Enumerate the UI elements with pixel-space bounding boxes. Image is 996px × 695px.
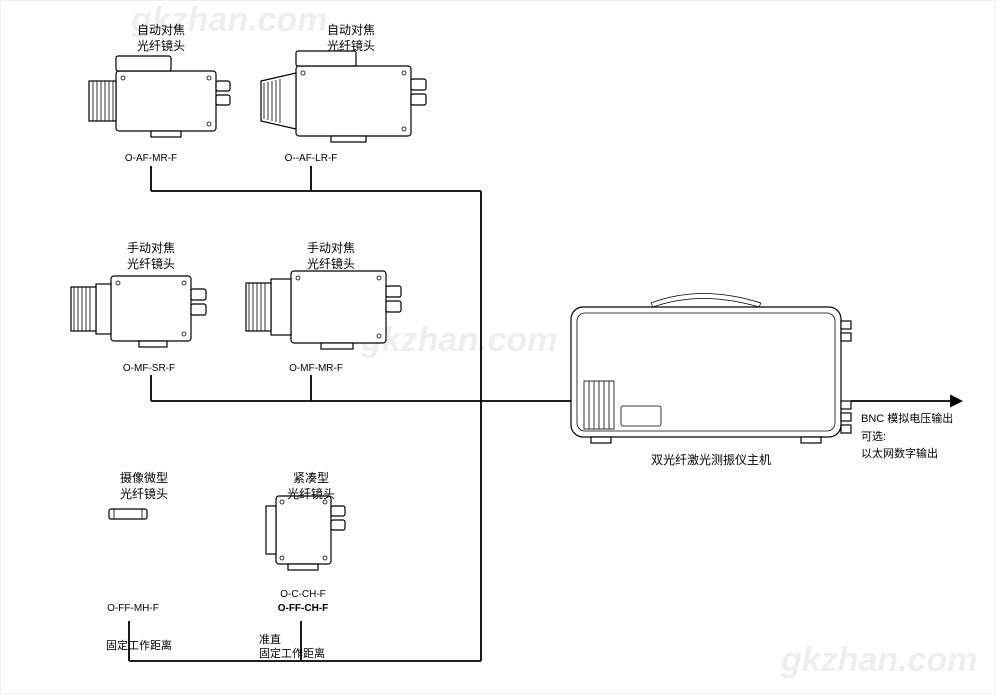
device-af-mr-f — [89, 56, 230, 137]
device-mf-mr-f — [246, 271, 401, 349]
code-af-lr: O--AF-LR-F — [266, 153, 356, 164]
device-af-lr-f — [261, 51, 426, 142]
code-mini: O-FF-MH-F — [93, 603, 173, 614]
host-unit — [571, 294, 851, 444]
note-compact: 准直固定工作距离 — [259, 633, 379, 662]
output-labels: BNC 模拟电压输出 可选: 以太网数字输出 — [861, 411, 991, 464]
code-compact1: O-C-CH-F — [263, 589, 343, 600]
title-mini: 摄像微型光纤镜头 — [94, 471, 194, 502]
code-mf-mr: O-MF-MR-F — [276, 363, 356, 374]
diagram-svg — [1, 1, 996, 695]
code-compact2: O-FF-CH-F — [263, 603, 343, 614]
code-mf-sr: O-MF-SR-F — [109, 363, 189, 374]
code-af-mr: O-AF-MR-F — [111, 153, 191, 164]
device-compact — [266, 496, 345, 570]
title-mf-mr: 手动对焦光纤镜头 — [281, 241, 381, 272]
note-mini: 固定工作距离 — [89, 639, 189, 653]
device-mf-sr-f — [71, 276, 206, 347]
title-compact: 紧凑型光纤镜头 — [261, 471, 361, 502]
title-af-lr: 自动对焦光纤镜头 — [301, 23, 401, 54]
device-ff-mh-f — [109, 509, 147, 519]
host-label: 双光纤激光测振仪主机 — [621, 453, 801, 469]
title-af-mr: 自动对焦光纤镜头 — [111, 23, 211, 54]
title-mf-sr: 手动对焦光纤镜头 — [101, 241, 201, 272]
